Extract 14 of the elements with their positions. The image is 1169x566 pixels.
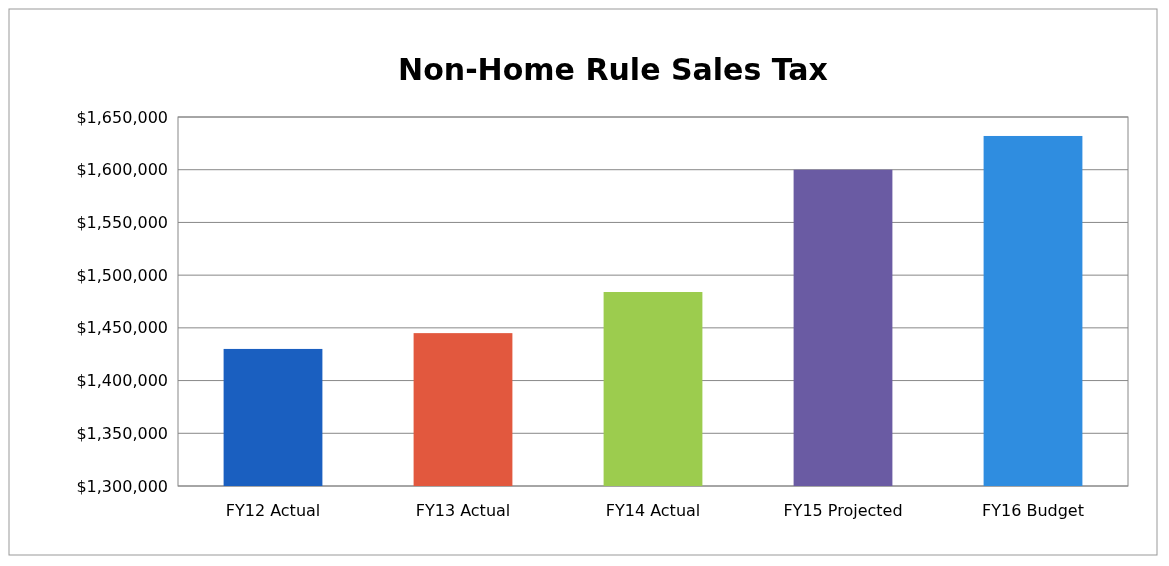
- x-tick-label: FY16 Budget: [982, 501, 1084, 520]
- y-tick-label: $1,650,000: [76, 107, 168, 127]
- y-tick-label: $1,400,000: [76, 371, 168, 391]
- x-tick-label: FY12 Actual: [225, 501, 321, 520]
- x-tick-label: FY13 Actual: [415, 501, 511, 520]
- x-tick-label: FY14 Actual: [605, 501, 701, 520]
- y-tick-label: $1,600,000: [76, 160, 168, 180]
- chart-title: Non-Home Rule Sales Tax: [398, 52, 828, 87]
- y-tick-label: $1,350,000: [76, 423, 168, 443]
- y-tick-label: $1,450,000: [76, 318, 168, 338]
- x-tick-label: FY15 Projected: [783, 501, 903, 520]
- y-tick-label: $1,550,000: [76, 213, 168, 233]
- y-tick-label: $1,500,000: [76, 265, 168, 285]
- y-tick-label: $1,300,000: [76, 476, 168, 496]
